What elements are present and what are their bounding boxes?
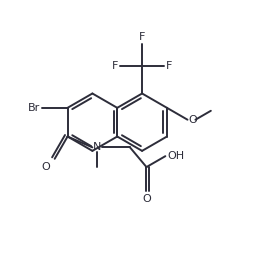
Text: F: F (139, 32, 145, 42)
Text: O: O (188, 115, 197, 125)
Text: O: O (142, 194, 151, 204)
Text: N: N (93, 142, 101, 152)
Text: F: F (112, 61, 118, 71)
Text: Br: Br (28, 103, 40, 113)
Text: OH: OH (167, 151, 184, 161)
Text: O: O (41, 162, 50, 172)
Text: F: F (166, 61, 172, 71)
